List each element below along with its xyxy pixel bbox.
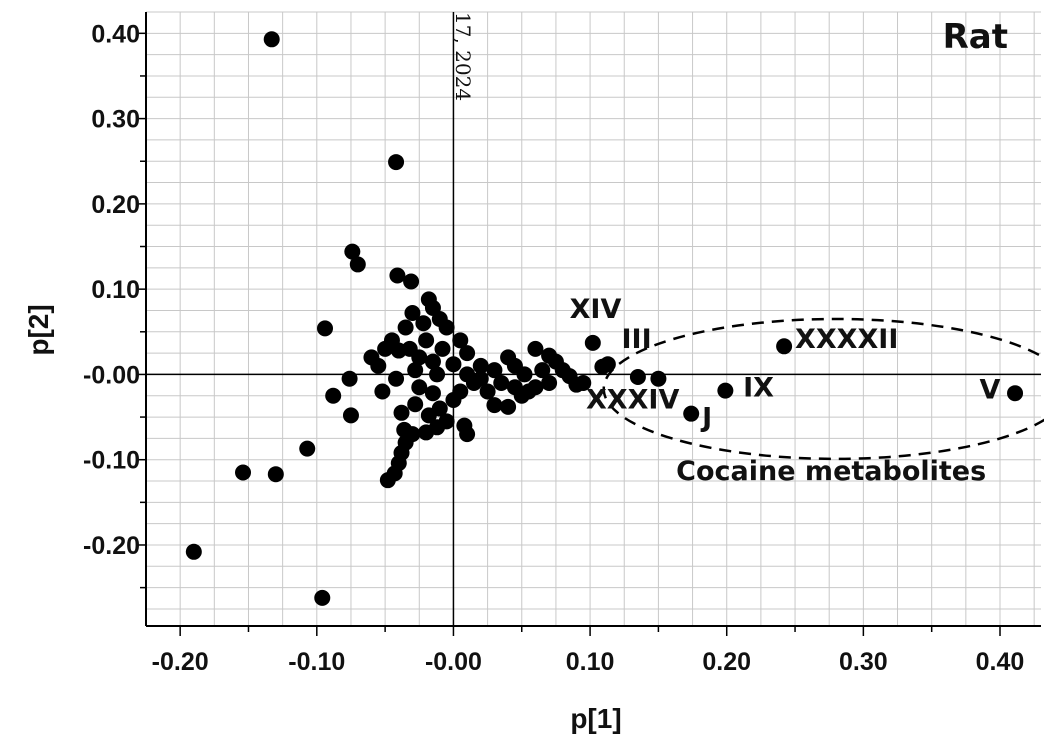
x-axis-label: p[1]: [570, 703, 621, 734]
data-point: [429, 366, 446, 383]
dashed-ellipse: [602, 317, 1044, 461]
data-point: [629, 368, 646, 385]
data-point: [683, 405, 700, 422]
data-point: [397, 319, 414, 336]
data-point: [424, 385, 441, 402]
data-point: [445, 356, 462, 373]
data-point: [363, 349, 380, 366]
data-point: [415, 315, 432, 332]
data-point: [516, 366, 533, 383]
data-point: [404, 305, 421, 322]
data-point: [235, 464, 252, 481]
data-point: [472, 370, 489, 387]
data-point: [541, 374, 558, 391]
data-point: [445, 392, 462, 409]
data-point: [341, 370, 358, 387]
chart-title: Rat: [943, 17, 1008, 57]
data-point: [527, 340, 544, 357]
y-tick-label: 0.40: [91, 20, 140, 48]
y-tick-label: 0.30: [91, 106, 140, 134]
x-tick-label: -0.20: [152, 648, 209, 676]
data-point: [459, 366, 476, 383]
data-point: [393, 404, 410, 421]
data-point: [717, 382, 734, 399]
x-tick-label: 0.40: [976, 648, 1025, 676]
y-tick-label: -0.20: [83, 532, 140, 560]
zero-lines: [146, 12, 1041, 626]
data-point: [317, 320, 333, 337]
annotation-label: IX: [743, 373, 774, 404]
data-point: [388, 154, 405, 171]
data-point: [486, 362, 503, 379]
data-points: [185, 31, 1024, 606]
data-point: [299, 440, 316, 457]
x-tick-label: 0.20: [702, 648, 751, 676]
data-point: [459, 345, 476, 362]
y-tick-label: 0.10: [91, 276, 140, 304]
data-point: [1007, 385, 1024, 402]
data-point: [534, 362, 551, 379]
data-point: [776, 338, 793, 355]
data-point: [404, 426, 421, 443]
data-point: [403, 273, 420, 290]
axis-ticks: -0.20 -0.10 -0.00 0.10 0.20 0.30 0.40 0.40 0.30 0…: [83, 20, 1024, 676]
data-point: [575, 374, 592, 391]
annotation-label: XXXXII: [795, 324, 898, 355]
x-tick-label: -0.00: [425, 648, 482, 676]
data-point: [374, 383, 391, 400]
data-point: [185, 543, 202, 560]
data-point: [325, 387, 342, 404]
data-point: [472, 357, 489, 374]
data-point: [407, 362, 424, 379]
annotation-label: V: [980, 374, 1001, 405]
data-point: [650, 370, 667, 387]
cocaine-metabolites-ellipse: [602, 317, 1044, 461]
data-point: [486, 397, 503, 414]
plot-frame: [145, 12, 1041, 627]
data-point: [452, 332, 469, 349]
data-point: [434, 340, 451, 357]
data-point: [314, 589, 331, 606]
data-point: [344, 243, 361, 260]
annotation-label: XXXIV: [586, 385, 679, 416]
annotation-label: XIV: [570, 294, 622, 325]
data-point: [438, 413, 455, 430]
y-tick-label: -0.00: [83, 361, 140, 389]
data-point: [418, 332, 435, 349]
data-point: [342, 407, 359, 424]
data-point: [599, 356, 616, 373]
x-tick-label: 0.30: [839, 648, 888, 676]
data-point: [267, 466, 284, 483]
data-point: [459, 426, 476, 443]
data-point: [388, 370, 405, 387]
annotation-label: III: [622, 324, 652, 355]
data-point: [401, 340, 418, 357]
x-tick-label: 0.10: [566, 648, 615, 676]
data-point: [349, 256, 366, 273]
watermark-text: 17, 2024: [451, 12, 475, 101]
data-point: [584, 334, 601, 351]
y-axis-label: p[2]: [23, 304, 54, 355]
data-point: [431, 400, 448, 417]
annotation-label: J: [700, 402, 712, 433]
data-point: [407, 396, 424, 413]
data-point: [506, 379, 523, 396]
data-point: [479, 383, 496, 400]
annotation-label: Cocaine metabolites: [676, 456, 986, 487]
data-point: [389, 267, 406, 284]
data-point: [424, 353, 441, 370]
data-point: [527, 379, 544, 396]
y-tick-label: 0.20: [91, 191, 140, 219]
data-point: [493, 374, 510, 391]
y-tick-label: -0.10: [83, 447, 140, 475]
data-point: [500, 398, 517, 415]
data-point: [438, 319, 455, 336]
data-point: [411, 379, 428, 396]
x-tick-label: -0.10: [288, 648, 345, 676]
data-point: [263, 31, 280, 48]
